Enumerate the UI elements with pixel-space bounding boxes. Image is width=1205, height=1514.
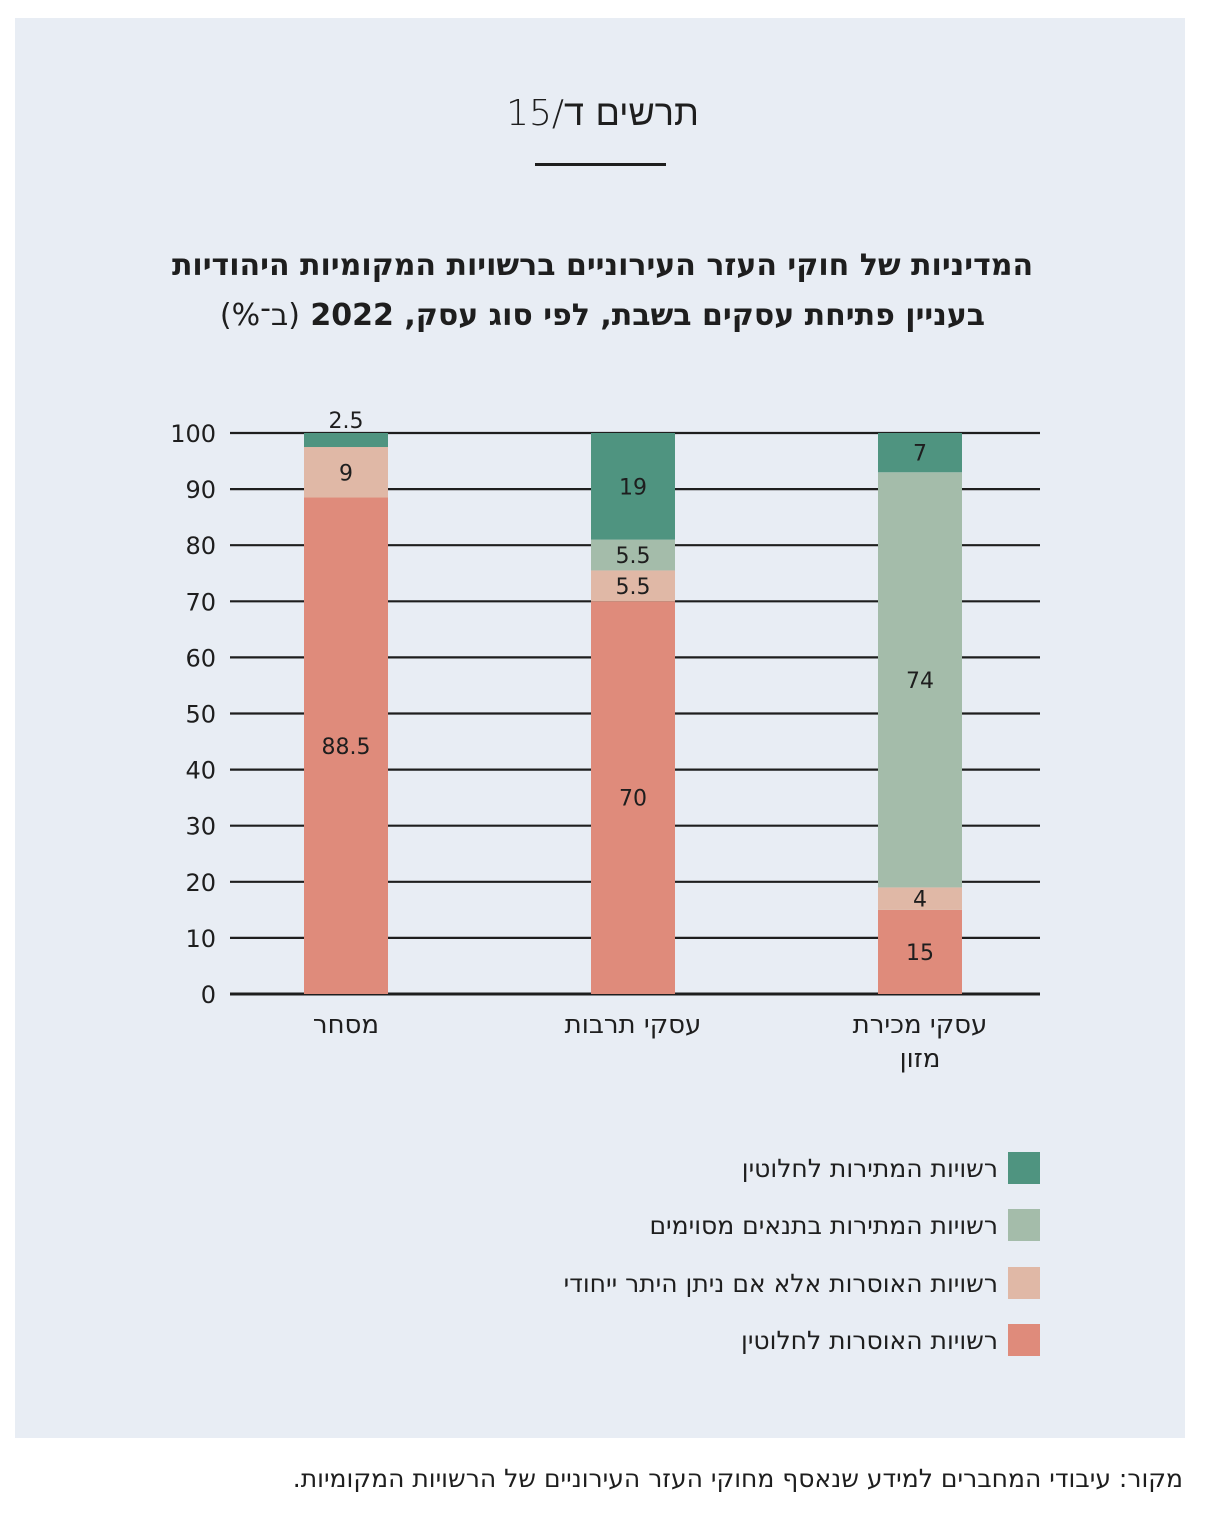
y-tick-label-10: 10 xyxy=(185,925,216,953)
data-label-c1-s3: 19 xyxy=(619,475,647,500)
y-tick-label-70: 70 xyxy=(185,588,216,616)
bar-segment-c2-s3 xyxy=(878,433,962,473)
data-label-c0-s1: 9 xyxy=(339,461,353,486)
data-label-c0-s3: 2.5 xyxy=(329,409,364,434)
chart-title-main: בעניין פתיחת עסקים בשבת, לפי סוג עסק, 20… xyxy=(310,298,986,333)
legend-label-fully-permit: רשויות המתירות לחלוטין xyxy=(741,1153,998,1183)
y-tick-label-90: 90 xyxy=(185,476,216,504)
data-label-c1-s1: 5.5 xyxy=(616,575,651,600)
x-category-label-2-0: עסקי מכירת xyxy=(853,1010,988,1040)
legend-label-fully-forbid: רשויות האוסרות לחלוטין xyxy=(741,1325,998,1355)
chart-title-unit: (ב־%) xyxy=(219,298,300,333)
legend-swatch-fully-forbid xyxy=(1008,1324,1040,1356)
chart-title-line2: בעניין פתיחת עסקים בשבת, לפי סוג עסק, 20… xyxy=(0,298,1205,333)
legend-swatch-forbid-unless-permit xyxy=(1008,1267,1040,1299)
x-category-label-0-0: מסחר xyxy=(313,1010,379,1040)
legend-label-forbid-unless-permit: רשויות האוסרות אלא אם ניתן היתר ייחודי xyxy=(563,1268,998,1298)
source-note: מקור: עיבודי המחברים למידע שנאסף מחוקי ה… xyxy=(292,1464,1183,1493)
data-label-c1-s2: 5.5 xyxy=(616,544,651,569)
legend-swatch-conditional-permit xyxy=(1008,1209,1040,1241)
bar-segment-c0-s1 xyxy=(304,447,388,498)
bar-segment-c2-s2 xyxy=(878,472,962,888)
legend-label-conditional-permit: רשויות המתירות בתנאים מסוימים xyxy=(649,1210,998,1240)
bar-segment-c1-s1 xyxy=(591,570,675,602)
legend-item-fully-permit: רשויות המתירות לחלוטין xyxy=(742,1151,1040,1185)
bar-segment-c1-s3 xyxy=(591,433,675,540)
bar-segment-c1-s0 xyxy=(591,601,675,994)
y-tick-label-20: 20 xyxy=(185,869,216,897)
y-tick-label-50: 50 xyxy=(185,701,216,729)
y-tick-label-0: 0 xyxy=(201,981,216,1009)
y-tick-label-30: 30 xyxy=(185,813,216,841)
stacked-bar-chart: 0 10 20 30 40 50 60 70 80 90 100 88.5 9 2.5 מסחר 70 5.5 5… xyxy=(170,409,1040,1074)
bar-segment-c0-s0 xyxy=(304,497,388,994)
figure-label: תרשים ד/15 xyxy=(506,93,699,134)
y-tick-label-40: 40 xyxy=(185,757,216,785)
data-label-c0-s0: 88.5 xyxy=(322,735,371,760)
x-category-label-2-1: מזון xyxy=(900,1044,941,1074)
legend-swatch-fully-permit xyxy=(1008,1152,1040,1184)
bar-segment-c2-s1 xyxy=(878,887,962,910)
y-tick-label-100: 100 xyxy=(170,420,216,448)
y-tick-label-80: 80 xyxy=(185,532,216,560)
y-tick-label-60: 60 xyxy=(185,644,216,672)
data-label-c2-s0: 15 xyxy=(906,941,934,966)
bar-segment-c0-s3 xyxy=(304,433,388,448)
figure-label-rule xyxy=(535,163,666,166)
data-label-c2-s2: 74 xyxy=(906,669,934,694)
legend-item-conditional-permit: רשויות המתירות בתנאים מסוימים xyxy=(649,1208,1040,1242)
chart-title-line1: המדיניות של חוקי העזר העירוניים ברשויות … xyxy=(171,248,1034,283)
bar-segment-c1-s2 xyxy=(591,539,675,571)
data-label-c2-s1: 4 xyxy=(913,888,927,913)
legend-item-forbid-unless-permit: רשויות האוסרות אלא אם ניתן היתר ייחודי xyxy=(564,1266,1040,1300)
bar-segment-c2-s0 xyxy=(878,909,962,994)
data-label-c1-s0: 70 xyxy=(619,787,647,812)
x-category-label-1-0: עסקי תרבות xyxy=(565,1010,702,1040)
legend-item-fully-forbid: רשויות האוסרות לחלוטין xyxy=(741,1323,1040,1357)
data-label-c2-s3: 7 xyxy=(913,442,927,467)
